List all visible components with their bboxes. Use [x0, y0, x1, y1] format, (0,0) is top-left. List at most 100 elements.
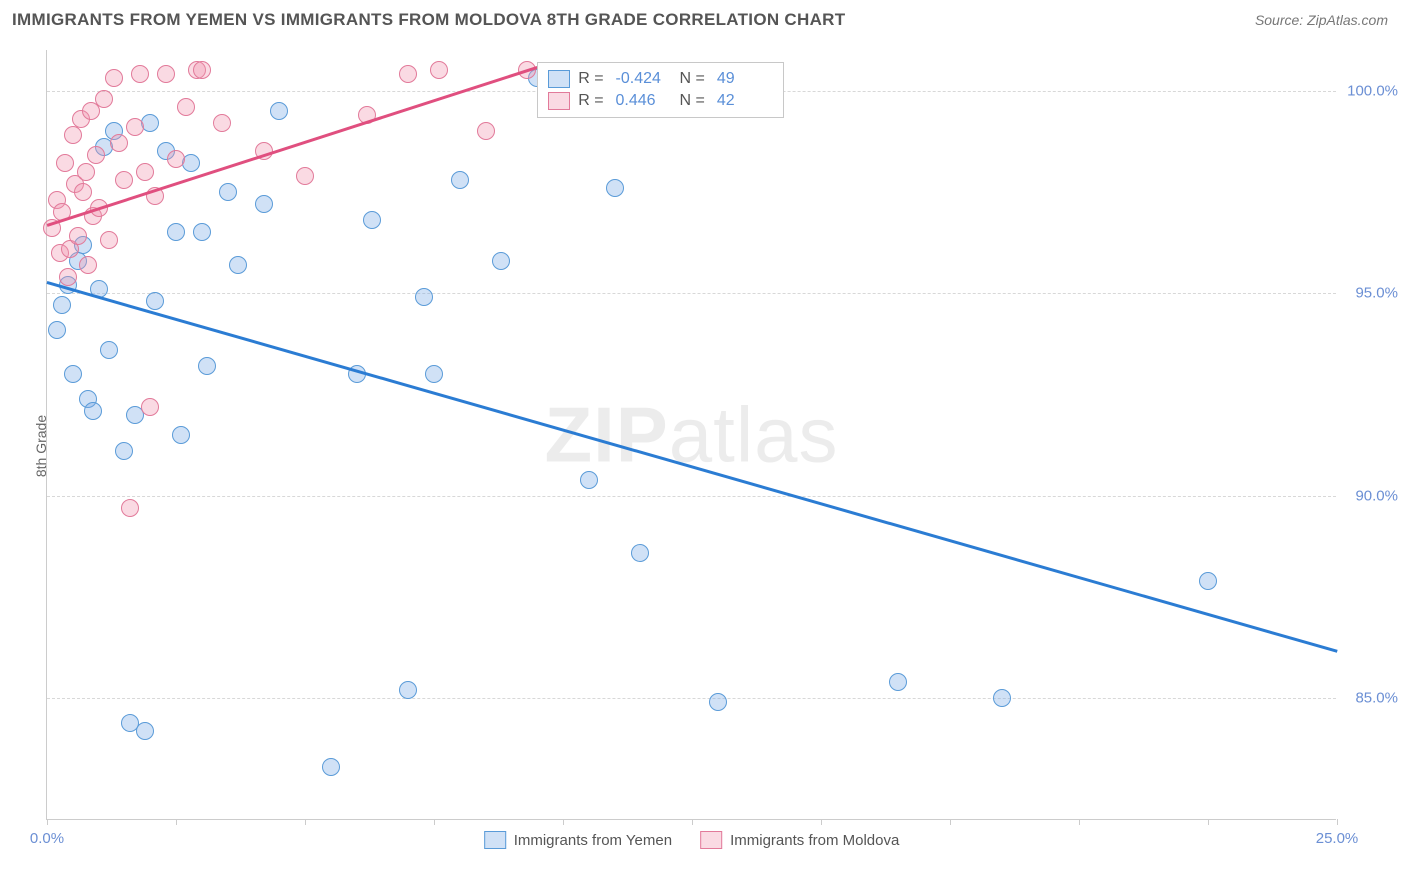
- legend-swatch: [700, 831, 722, 849]
- x-tick-label: 0.0%: [30, 830, 64, 847]
- data-point: [146, 292, 164, 310]
- data-point: [100, 231, 118, 249]
- data-point: [182, 154, 200, 172]
- data-point: [430, 61, 448, 79]
- data-point: [69, 227, 87, 245]
- data-point: [580, 471, 598, 489]
- data-point: [889, 673, 907, 691]
- data-point: [141, 398, 159, 416]
- data-point: [492, 252, 510, 270]
- data-point: [255, 195, 273, 213]
- data-point: [77, 163, 95, 181]
- data-point: [1199, 572, 1217, 590]
- data-point: [399, 65, 417, 83]
- legend-item: Immigrants from Moldova: [700, 831, 899, 849]
- data-point: [64, 126, 82, 144]
- r-label: R =: [578, 92, 607, 110]
- data-point: [121, 499, 139, 517]
- data-point: [415, 288, 433, 306]
- data-point: [126, 118, 144, 136]
- legend-item: Immigrants from Yemen: [484, 831, 672, 849]
- data-point: [363, 211, 381, 229]
- x-tick: [176, 819, 177, 825]
- y-tick-label: 100.0%: [1347, 82, 1398, 99]
- data-point: [631, 544, 649, 562]
- data-point: [79, 256, 97, 274]
- gridline-h: [47, 698, 1336, 699]
- data-point: [219, 183, 237, 201]
- data-point: [177, 98, 195, 116]
- data-point: [105, 69, 123, 87]
- r-label: R =: [578, 70, 607, 88]
- data-point: [167, 150, 185, 168]
- data-point: [451, 171, 469, 189]
- data-point: [136, 163, 154, 181]
- n-value: 42: [717, 92, 773, 110]
- data-point: [709, 693, 727, 711]
- data-point: [136, 722, 154, 740]
- data-point: [95, 90, 113, 108]
- data-point: [198, 357, 216, 375]
- legend-swatch: [484, 831, 506, 849]
- data-point: [115, 442, 133, 460]
- data-point: [229, 256, 247, 274]
- data-point: [110, 134, 128, 152]
- y-tick-label: 95.0%: [1355, 285, 1398, 302]
- legend-label: Immigrants from Moldova: [730, 832, 899, 849]
- r-value: 0.446: [616, 92, 672, 110]
- data-point: [993, 689, 1011, 707]
- x-tick: [1208, 819, 1209, 825]
- data-point: [141, 114, 159, 132]
- data-point: [74, 183, 92, 201]
- legend-swatch: [548, 92, 570, 110]
- x-tick-label: 25.0%: [1316, 830, 1359, 847]
- chart-title: IMMIGRANTS FROM YEMEN VS IMMIGRANTS FROM…: [12, 10, 845, 30]
- scatter-chart: ZIPatlas Immigrants from YemenImmigrants…: [46, 50, 1336, 820]
- legend-label: Immigrants from Yemen: [514, 832, 672, 849]
- x-tick: [563, 819, 564, 825]
- x-tick: [434, 819, 435, 825]
- x-tick: [1337, 819, 1338, 825]
- data-point: [193, 61, 211, 79]
- x-tick: [305, 819, 306, 825]
- x-tick: [47, 819, 48, 825]
- data-point: [100, 341, 118, 359]
- series-legend: Immigrants from Yemen Immigrants from Mol…: [484, 831, 900, 849]
- x-tick: [821, 819, 822, 825]
- data-point: [399, 681, 417, 699]
- data-point: [213, 114, 231, 132]
- data-point: [59, 268, 77, 286]
- data-point: [48, 321, 66, 339]
- legend-swatch: [548, 70, 570, 88]
- data-point: [193, 223, 211, 241]
- data-point: [56, 154, 74, 172]
- trend-line: [47, 281, 1338, 652]
- data-point: [64, 365, 82, 383]
- data-point: [425, 365, 443, 383]
- n-label: N =: [680, 92, 709, 110]
- x-tick: [950, 819, 951, 825]
- y-tick-label: 90.0%: [1355, 487, 1398, 504]
- data-point: [167, 223, 185, 241]
- stats-legend-row: R = 0.446 N = 42: [548, 90, 773, 112]
- x-tick: [1079, 819, 1080, 825]
- n-value: 49: [717, 70, 773, 88]
- gridline-h: [47, 293, 1336, 294]
- data-point: [296, 167, 314, 185]
- n-label: N =: [680, 70, 709, 88]
- data-point: [84, 402, 102, 420]
- data-point: [115, 171, 133, 189]
- gridline-h: [47, 496, 1336, 497]
- data-point: [322, 758, 340, 776]
- data-point: [157, 65, 175, 83]
- y-tick-label: 85.0%: [1355, 690, 1398, 707]
- stats-legend-row: R = -0.424 N = 49: [548, 68, 773, 90]
- title-bar: IMMIGRANTS FROM YEMEN VS IMMIGRANTS FROM…: [0, 0, 1406, 36]
- data-point: [87, 146, 105, 164]
- data-point: [270, 102, 288, 120]
- x-tick: [692, 819, 693, 825]
- data-point: [172, 426, 190, 444]
- r-value: -0.424: [616, 70, 672, 88]
- data-point: [606, 179, 624, 197]
- data-point: [131, 65, 149, 83]
